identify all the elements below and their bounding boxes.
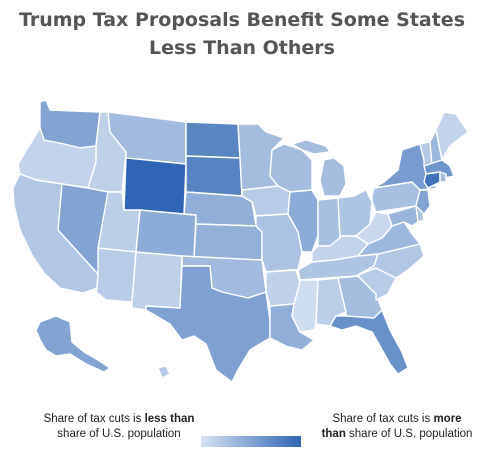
legend-high-suffix: share of U.S. population <box>345 428 473 440</box>
state-texas[interactable] <box>145 265 271 383</box>
state-north-dakota[interactable] <box>185 121 241 159</box>
state-michigan-upper[interactable] <box>291 139 331 155</box>
state-arizona[interactable] <box>95 247 137 303</box>
map-title-line-1: Trump Tax Proposals Benefit Some States <box>18 9 466 31</box>
state-connecticut[interactable] <box>423 171 441 189</box>
state-florida[interactable] <box>329 309 409 375</box>
state-south-dakota[interactable] <box>185 155 243 197</box>
legend-low-prefix: Share of tax cuts is <box>43 413 145 425</box>
legend-high-prefix: Share of tax cuts is <box>332 413 434 425</box>
state-kansas[interactable] <box>193 223 263 261</box>
state-hawaii[interactable] <box>157 365 171 379</box>
legend-high-bold-1: more <box>433 413 462 425</box>
state-wyoming[interactable] <box>123 157 187 215</box>
legend-low-bold: less than <box>144 413 195 425</box>
state-maine[interactable] <box>435 111 469 161</box>
state-rhode-island[interactable] <box>439 171 447 183</box>
state-indiana[interactable] <box>317 197 341 247</box>
legend-low-label: Share of tax cuts is less than share of … <box>34 412 204 442</box>
map-title-line-2: Less Than Others <box>148 37 335 59</box>
state-new-jersey[interactable] <box>415 189 431 215</box>
state-alaska[interactable] <box>35 315 111 373</box>
legend-high-bold-2: than <box>321 428 346 440</box>
state-north-carolina[interactable] <box>355 243 425 279</box>
state-michigan[interactable] <box>319 157 347 197</box>
legend-high-label: Share of tax cuts is more than share of … <box>314 412 480 442</box>
map-title: Trump Tax Proposals Benefit Some States … <box>0 6 484 62</box>
legend-low-suffix: share of U.S. population <box>57 428 181 440</box>
state-new-mexico[interactable] <box>131 251 183 311</box>
legend-color-scale <box>201 436 301 447</box>
state-colorado[interactable] <box>135 209 197 259</box>
